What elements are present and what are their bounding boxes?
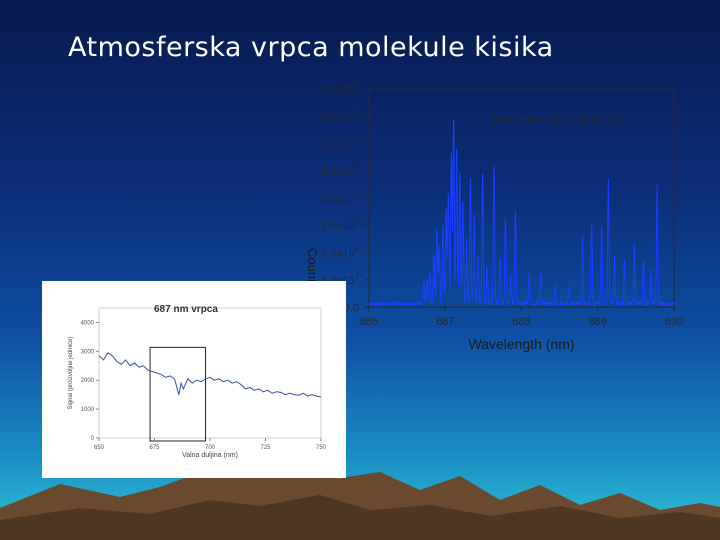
inset-x-tick-label: 750 <box>316 445 327 451</box>
main-x-tick-label: 688 <box>512 316 530 328</box>
main-y-tick-label: 1,0x108 <box>322 245 360 260</box>
inset-title: 687 nm vrpca <box>154 304 218 315</box>
inset-x-axis-label: Valna duljina (nm) <box>182 452 238 459</box>
main-y-tick-label: 2,5x108 <box>322 163 360 178</box>
inset-chart-panel: 687 nm vrpca 0 1000 2000 3000 4000 650 675 700 72… <box>42 281 346 478</box>
slide-title: Atmosferska vrpca molekule kisika <box>68 32 554 63</box>
inset-y-axis-label: Signal (proizvoljne jedinice) <box>68 336 74 409</box>
inset-x-tick-label: 675 <box>149 445 160 451</box>
main-annotation: 500 mbar Ar + 10% O2 <box>493 112 624 131</box>
inset-y-tick-label: 0 <box>91 436 95 442</box>
main-x-tick-label: 689 <box>589 316 607 328</box>
inset-plot-area: 687 nm vrpca 0 1000 2000 3000 4000 650 675 700 72… <box>68 304 327 459</box>
main-x-axis-label: Wavelength (nm) <box>468 336 574 352</box>
inset-plot-frame <box>98 307 322 439</box>
inset-spectrum-chart: 687 nm vrpca 0 1000 2000 3000 4000 650 675 700 72… <box>68 304 327 459</box>
main-y-tick-label: 1,5x108 <box>322 217 360 232</box>
main-y-tick-label: 0,0 <box>344 302 359 314</box>
inset-y-tick-label: 3000 <box>81 349 95 355</box>
main-x-tick-label: 686 <box>360 316 378 328</box>
main-plot-area: 0,05,0x1071,0x1081,5x1082,0x1082,5x1083,… <box>305 81 683 352</box>
main-spectrum-line <box>368 119 675 308</box>
main-x-tick-label: 687 <box>436 316 454 328</box>
inset-x-tick-label: 650 <box>94 445 105 451</box>
inset-y-tick-label: 2000 <box>81 378 95 384</box>
main-y-tick-label: 3,5x108 <box>322 108 360 123</box>
main-spectrum-chart: 0,05,0x1071,0x1081,5x1082,0x1082,5x1083,… <box>305 81 683 352</box>
inset-y-tick-label: 4000 <box>81 320 95 326</box>
inset-spectrum-line <box>98 352 322 398</box>
main-y-tick-label: 2,0x108 <box>322 190 360 205</box>
inset-highlight-box <box>149 346 207 442</box>
main-y-tick-label: 4,0x108 <box>322 81 360 96</box>
main-x-tick-label: 690 <box>665 316 683 328</box>
inset-x-tick-label: 700 <box>205 445 216 451</box>
main-y-tick-label: 3,0x108 <box>322 136 360 151</box>
inset-y-tick-label: 1000 <box>81 407 95 413</box>
inset-x-tick-label: 725 <box>260 445 271 451</box>
